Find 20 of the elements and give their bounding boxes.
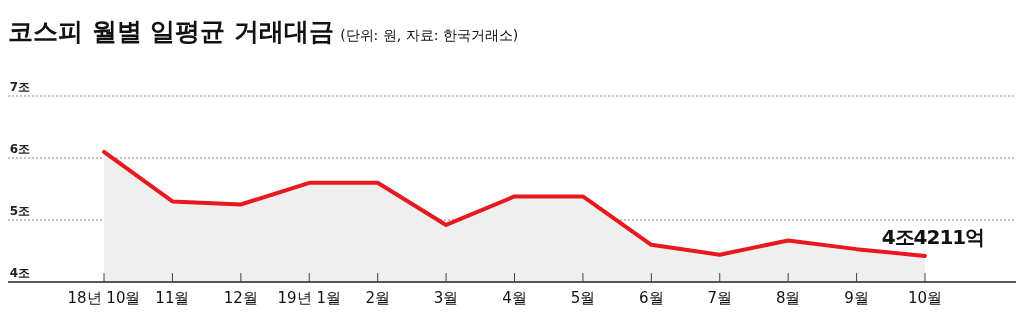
chart-subtitle: (단위: 원, 자료: 한국거래소) — [340, 27, 519, 43]
x-tick-label: 8월 — [775, 289, 801, 307]
y-tick-label: 6조 — [9, 142, 31, 156]
x-tick-label: 18년 10월 — [67, 289, 141, 307]
x-tick-label: 11월 — [155, 289, 190, 307]
y-tick-label: 7조 — [9, 80, 31, 94]
x-tick-label: 2월 — [365, 289, 390, 307]
chart-title: 코스피 월별 일평균 거래대금 — [8, 17, 335, 46]
x-tick-label: 5월 — [570, 289, 596, 307]
x-tick-label: 3월 — [433, 289, 459, 307]
x-tick-label: 7월 — [707, 289, 733, 307]
y-tick-label: 4조 — [9, 266, 31, 280]
x-tick-label: 19년 1월 — [277, 289, 341, 307]
x-tick-label: 12월 — [223, 289, 258, 307]
x-tick-label: 9월 — [844, 289, 869, 307]
annotation: 4조4211억 — [881, 224, 985, 249]
x-tick-label: 4월 — [502, 289, 527, 307]
x-tick-label: 6월 — [639, 289, 664, 307]
x-tick-label: 10월 — [907, 289, 943, 307]
y-tick-label: 5조 — [9, 204, 31, 218]
